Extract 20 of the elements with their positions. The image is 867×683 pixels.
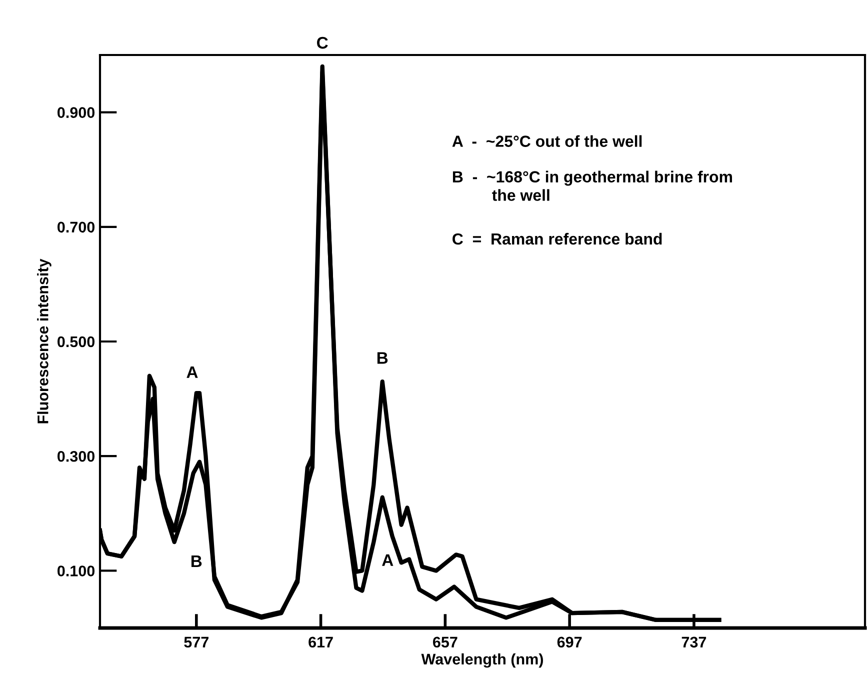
annotation: C = Raman reference band [452,232,662,245]
annotation: C [317,36,328,49]
annotation: B - ~168°C in geothermal brine from the well [452,170,732,201]
y-axis-title: Fluorescence intensity [37,258,52,424]
annotation: A [186,366,198,378]
annotation: B [377,352,388,364]
x-tick-label: 737 [682,636,706,648]
y-tick-label: 0.700 [58,222,95,233]
annotation: A - ~25°C out of the well [452,135,642,147]
x-tick-label: 657 [433,636,458,648]
annotation: A [382,554,394,566]
x-tick-label: 697 [557,636,582,648]
y-tick-label: 0.300 [58,450,95,462]
x-tick-label: 617 [308,636,333,648]
x-axis-title: Wavelength (nm) [421,653,543,668]
annotation: B [191,556,202,567]
x-tick-label: 577 [184,636,208,648]
y-tick-label: 0.100 [58,566,95,576]
y-tick-label: 0.500 [58,336,95,348]
y-tick-label: 0.900 [58,107,95,118]
